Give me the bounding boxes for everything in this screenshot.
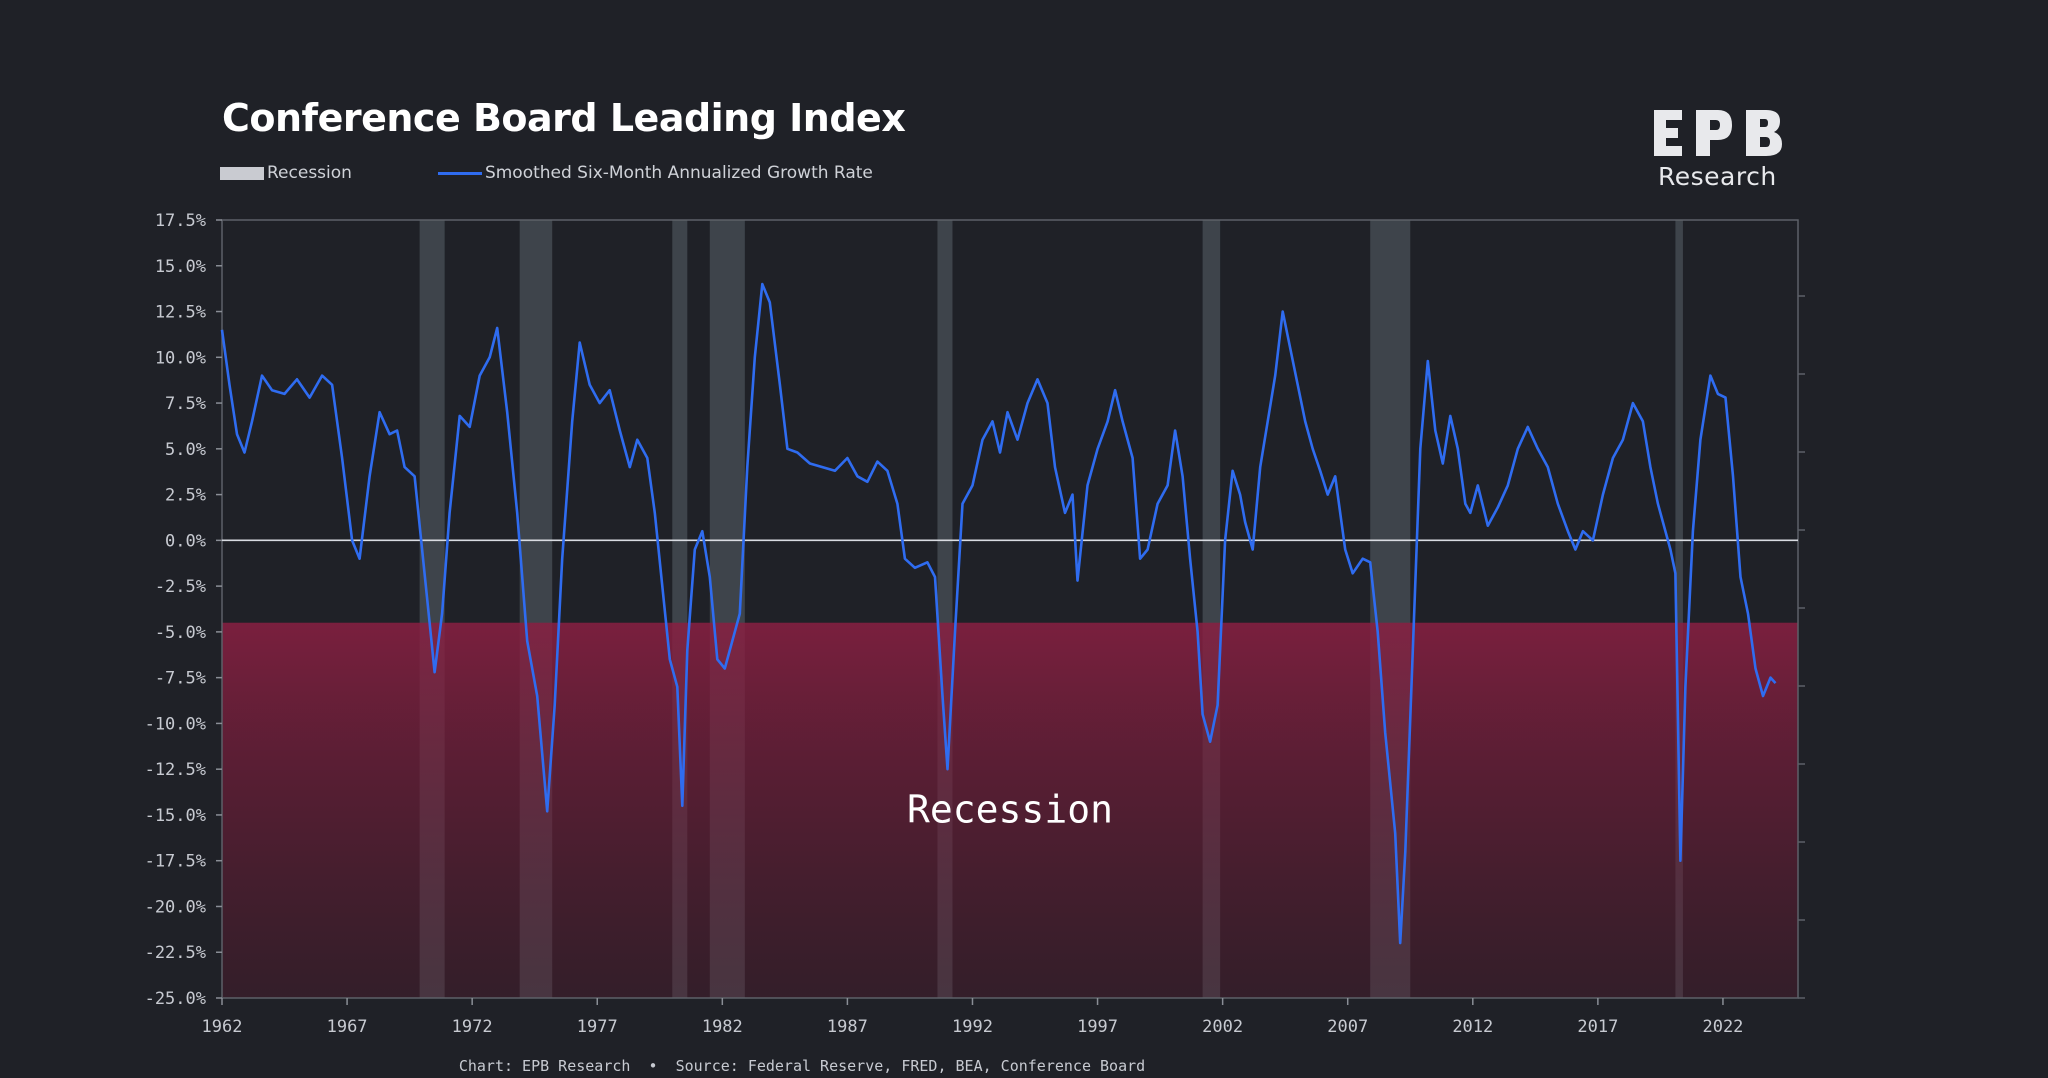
line-swatch-icon [437, 171, 482, 175]
y-tick-label: -12.5% [145, 760, 206, 780]
x-tick-label: 2022 [1702, 1017, 1743, 1037]
x-tick-label: 1977 [577, 1017, 618, 1037]
x-tick-label: 2007 [1327, 1017, 1368, 1037]
legend-label-series: Smoothed Six-Month Annualized Growth Rat… [484, 163, 873, 183]
x-tick-label: 2002 [1202, 1017, 1243, 1037]
y-tick-label: -20.0% [145, 897, 206, 917]
plot-frame [221, 219, 1799, 999]
source-note: Chart: EPB Research • Source: Federal Re… [458, 1057, 1146, 1075]
y-tick-label: 12.5% [155, 303, 206, 323]
recession-zone-label: Recession [907, 787, 1113, 831]
epb-logo: Research [1652, 108, 1784, 191]
series-line [220, 282, 1777, 945]
logo-text: Research [1658, 162, 1777, 191]
y-tick-label: 7.5% [165, 394, 206, 414]
y-tick-label: -2.5% [155, 577, 206, 597]
legend-item-recession: Recession [220, 163, 352, 183]
x-tick-label: 2017 [1577, 1017, 1618, 1037]
recession-bar [1675, 220, 1683, 998]
chart-title: Conference Board Leading Index [222, 96, 906, 140]
y-tick-label: 10.0% [155, 348, 206, 368]
recession-swatch-icon [220, 166, 264, 180]
y-tick-label: 17.5% [155, 211, 206, 231]
x-axis: 1962 1967 1972 1977 1982 1987 1992 1997 2002 2007… [202, 998, 1743, 1037]
y-tick-label: 2.5% [165, 486, 206, 506]
legend-label-recession: Recession [267, 163, 352, 183]
x-tick-label: 1987 [827, 1017, 868, 1037]
x-tick-label: 2012 [1452, 1017, 1493, 1037]
x-tick-label: 1992 [952, 1017, 993, 1037]
right-axis-ticks [1798, 295, 1805, 999]
y-tick-label: -5.0% [155, 623, 206, 643]
y-tick-label: 5.0% [165, 440, 206, 460]
y-tick-label: 15.0% [155, 257, 206, 277]
y-tick-label: -25.0% [145, 989, 206, 1009]
legend: Recession Smoothed Six-Month Annualized … [220, 163, 873, 183]
y-tick-label: -22.5% [145, 943, 206, 963]
x-tick-label: 1972 [452, 1017, 493, 1037]
x-tick-label: 1962 [202, 1017, 243, 1037]
y-tick-label: -17.5% [145, 852, 206, 872]
y-tick-label: -15.0% [145, 806, 206, 826]
x-tick-label: 1982 [702, 1017, 743, 1037]
epb-logo-mark [1654, 110, 1782, 156]
recession-zone [222, 622, 1798, 998]
x-tick-label: 1967 [327, 1017, 368, 1037]
y-tick-label: -10.0% [145, 714, 206, 734]
y-tick-label: -7.5% [155, 669, 206, 689]
legend-item-series: Smoothed Six-Month Annualized Growth Rat… [437, 163, 873, 183]
y-tick-label: 0.0% [165, 531, 206, 551]
y-axis: 17.5% 15.0% 12.5% 10.0% 7.5% 5.0% 2.5% 0.0% -2.5… [145, 211, 222, 1009]
x-tick-label: 1997 [1077, 1017, 1118, 1037]
